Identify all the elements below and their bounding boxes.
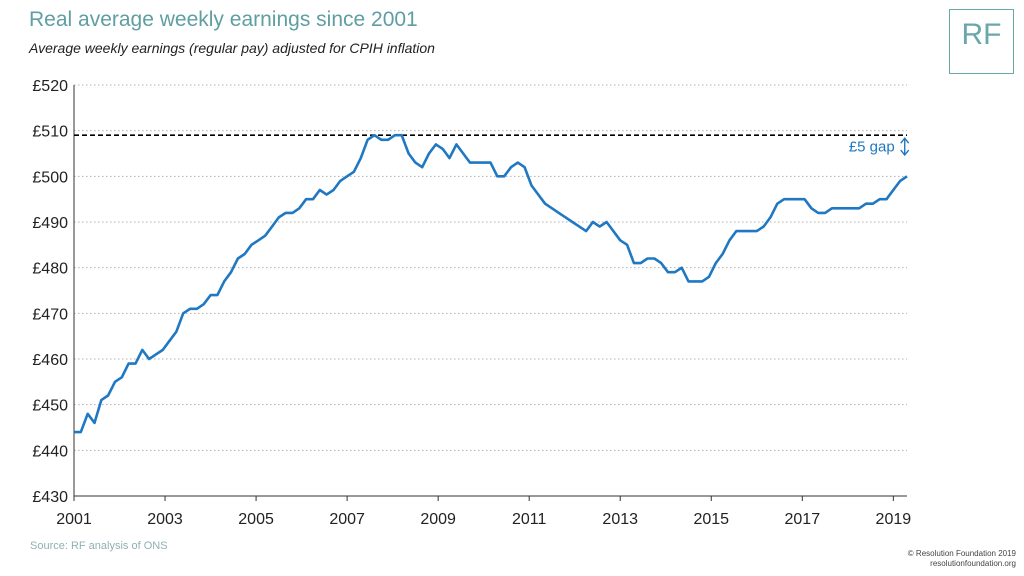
- x-tick-label: 2011: [512, 511, 547, 528]
- copyright-line1: © Resolution Foundation 2019: [907, 549, 1016, 558]
- y-tick-label: £520: [32, 78, 68, 95]
- x-tick-label: 2001: [56, 511, 92, 528]
- x-tick-label: 2015: [693, 511, 729, 528]
- x-axis-ticks: 2001 2003 2005 2007 2009 2011 2013 2015 2017 2019: [56, 496, 911, 528]
- y-tick-label: £490: [32, 215, 68, 232]
- chart-subtitle: Average weekly earnings (regular pay) ad…: [29, 40, 435, 56]
- gridlines: [74, 84, 907, 451]
- x-tick-label: 2007: [329, 511, 365, 528]
- copyright: © Resolution Foundation 2019 resolutionf…: [908, 549, 1016, 569]
- source-note: Source: RF analysis of ONS: [30, 540, 168, 552]
- rf-logo: RF: [949, 9, 1014, 74]
- gap-arrow-head-bottom: [900, 149, 910, 157]
- y-tick-label: £480: [32, 261, 68, 278]
- x-tick-label: 2005: [238, 511, 274, 528]
- gap-label: £5 gap: [849, 139, 895, 156]
- y-tick-label: £470: [32, 306, 68, 323]
- x-tick-label: 2003: [147, 511, 183, 528]
- x-tick-label: 2017: [785, 511, 821, 528]
- axes: [73, 85, 907, 497]
- y-axis-ticks: £430 £440 £450 £460 £470 £480 £490 £500 £510 £520: [32, 78, 68, 506]
- y-tick-label: £500: [32, 169, 68, 186]
- gap-arrow-head-top: [900, 137, 910, 144]
- y-tick-label: £440: [32, 443, 68, 460]
- y-tick-label: £450: [32, 398, 68, 415]
- chart-title: Real average weekly earnings since 2001: [29, 8, 418, 31]
- y-tick-label: £460: [32, 352, 68, 369]
- gap-annotation: £5 gap: [849, 137, 910, 157]
- y-tick-label: £430: [32, 489, 68, 506]
- x-tick-label: 2009: [420, 511, 456, 528]
- x-tick-label: 2019: [876, 511, 912, 528]
- x-tick-label: 2013: [602, 511, 638, 528]
- series-line-real-earnings: [74, 133, 908, 434]
- y-tick-label: £510: [32, 124, 68, 141]
- copyright-line2: resolutionfoundation.org: [930, 559, 1016, 568]
